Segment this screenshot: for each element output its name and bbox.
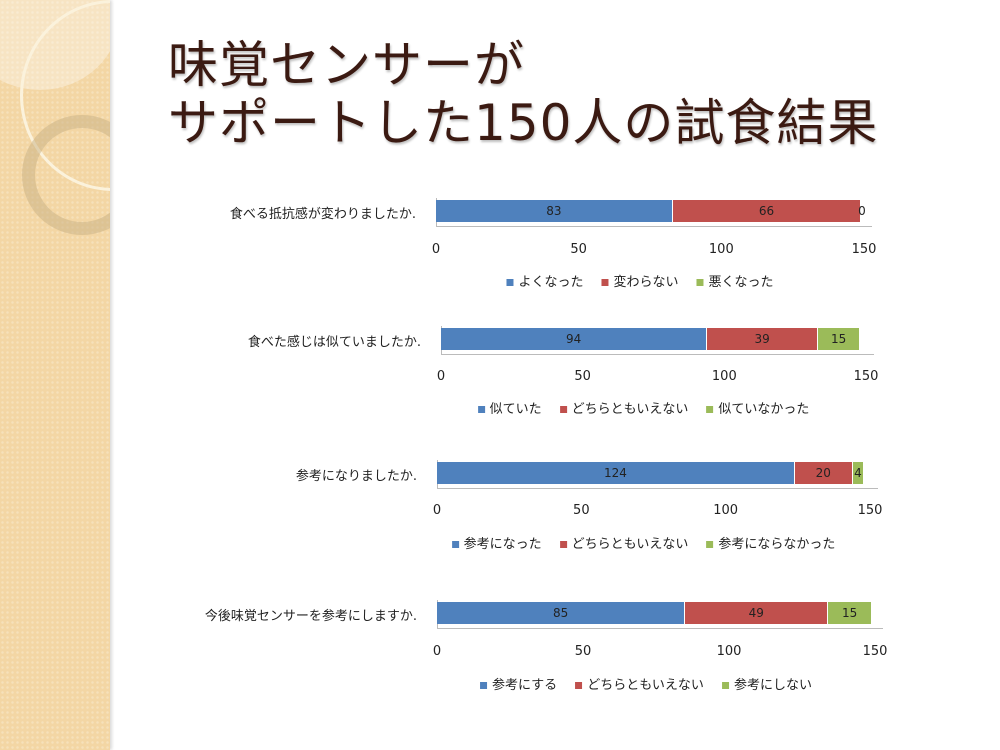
tick-label: 0 <box>432 503 442 518</box>
legend-label: 参考にする <box>492 678 558 693</box>
bar-segment: 20 <box>794 462 853 484</box>
tick-label: 0 <box>432 644 442 659</box>
axis-line <box>436 226 872 227</box>
data-label: 39 <box>754 332 770 346</box>
legend-item: 悪くなった <box>696 271 774 290</box>
legend-label: 似ていた <box>489 402 542 417</box>
legend-label: 参考にしない <box>733 678 812 693</box>
legend-label: 変わらない <box>613 275 679 290</box>
bar-segment: 124 <box>437 462 795 484</box>
title-line: 味覚センサーが <box>168 36 525 94</box>
legend-swatch-icon <box>575 682 583 689</box>
legend-swatch-icon <box>559 406 567 413</box>
legend-label: 参考にならなかった <box>718 537 836 552</box>
bar-segment: 39 <box>707 328 818 350</box>
bar-segment: 83 <box>436 200 673 222</box>
legend-swatch-icon <box>696 279 704 286</box>
bar-segment: 94 <box>441 328 708 350</box>
legend-item: 似ていなかった <box>706 398 809 417</box>
title-line: サポートした150人の試食結果 <box>168 94 879 152</box>
legend: よくなった 変わらない 悪くなった <box>506 271 774 290</box>
data-label: 83 <box>546 204 562 218</box>
legend-label: 悪くなった <box>708 275 774 290</box>
legend-label: 似ていなかった <box>718 402 810 417</box>
tick-label: 150 <box>862 644 888 659</box>
bar-segment: 4 <box>852 462 865 484</box>
legend-item: 参考にしない <box>721 674 812 693</box>
legend-swatch-icon <box>559 541 567 548</box>
legend-swatch-icon <box>451 541 459 548</box>
data-label: 20 <box>815 466 831 480</box>
bar-segment: 66 <box>672 200 862 222</box>
question-label: 食べる抵抗感が変わりましたか. <box>229 207 416 222</box>
axis-line <box>441 354 874 355</box>
legend-swatch-icon <box>506 279 514 286</box>
legend-label: どちらともいえない <box>587 678 704 693</box>
axis-line <box>437 488 878 489</box>
data-label: 85 <box>552 606 569 620</box>
legend-swatch-icon <box>601 279 609 286</box>
legend-item: どちらともいえない <box>559 533 689 552</box>
tick-label: 50 <box>574 369 591 384</box>
decorative-sidebar <box>0 0 110 750</box>
tick-label: 150 <box>853 369 879 384</box>
tick-label: 50 <box>574 644 592 659</box>
legend-swatch-icon <box>480 682 488 689</box>
question-label: 食べた感じは似ていましたか. <box>247 335 421 350</box>
tick-label: 50 <box>573 503 590 518</box>
legend-item: 参考にならなかった <box>706 533 835 552</box>
bar-segment: 49 <box>685 602 829 624</box>
legend: 参考にする どちらともいえない 参考にしない <box>480 674 812 693</box>
tick-label: 100 <box>708 242 734 257</box>
legend: 似ていた どちらともいえない 似ていなかった <box>477 398 809 417</box>
data-label: 94 <box>566 332 582 346</box>
tick-label: 100 <box>713 503 739 518</box>
question-label: 今後味覚センサーを参考にしますか. <box>204 609 417 624</box>
legend-item: 参考にする <box>480 674 557 693</box>
axis-line <box>437 628 883 629</box>
legend-item: 似ていた <box>477 398 542 417</box>
data-label: 0 <box>858 204 866 218</box>
data-label: 49 <box>748 606 764 620</box>
bar-segment: 15 <box>828 602 873 624</box>
tick-label: 0 <box>431 242 441 257</box>
tick-label: 50 <box>570 242 587 257</box>
legend-item: 変わらない <box>601 271 679 290</box>
data-label: 4 <box>854 466 862 480</box>
legend-label: どちらともいえない <box>571 402 689 417</box>
tick-label: 0 <box>436 369 446 384</box>
data-label: 66 <box>758 204 775 218</box>
data-label: 124 <box>604 466 627 480</box>
legend-item: 参考になった <box>451 533 542 552</box>
bar-segment: 85 <box>437 602 686 624</box>
tick-label: 100 <box>711 369 737 384</box>
question-label: 参考になりましたか. <box>295 469 417 484</box>
legend-swatch-icon <box>721 682 729 689</box>
legend: 参考になった どちらともいえない 参考にならなかった <box>451 533 835 552</box>
legend-label: 参考になった <box>463 537 542 552</box>
data-label: 15 <box>830 332 847 346</box>
legend-item: どちらともいえない <box>559 398 689 417</box>
legend-label: よくなった <box>518 275 584 290</box>
legend-item: どちらともいえない <box>575 674 704 693</box>
tick-label: 150 <box>857 503 883 518</box>
tick-label: 150 <box>851 242 877 257</box>
bar-segment: 15 <box>817 328 861 350</box>
tick-label: 100 <box>716 644 742 659</box>
legend-swatch-icon <box>706 406 714 413</box>
data-label: 15 <box>842 606 858 620</box>
legend-item: よくなった <box>506 271 583 290</box>
slide-title: 味覚センサーが サポートした150人の試食結果 <box>168 36 878 152</box>
legend-swatch-icon <box>477 406 485 413</box>
legend-swatch-icon <box>706 541 714 548</box>
legend-label: どちらともいえない <box>571 537 689 552</box>
